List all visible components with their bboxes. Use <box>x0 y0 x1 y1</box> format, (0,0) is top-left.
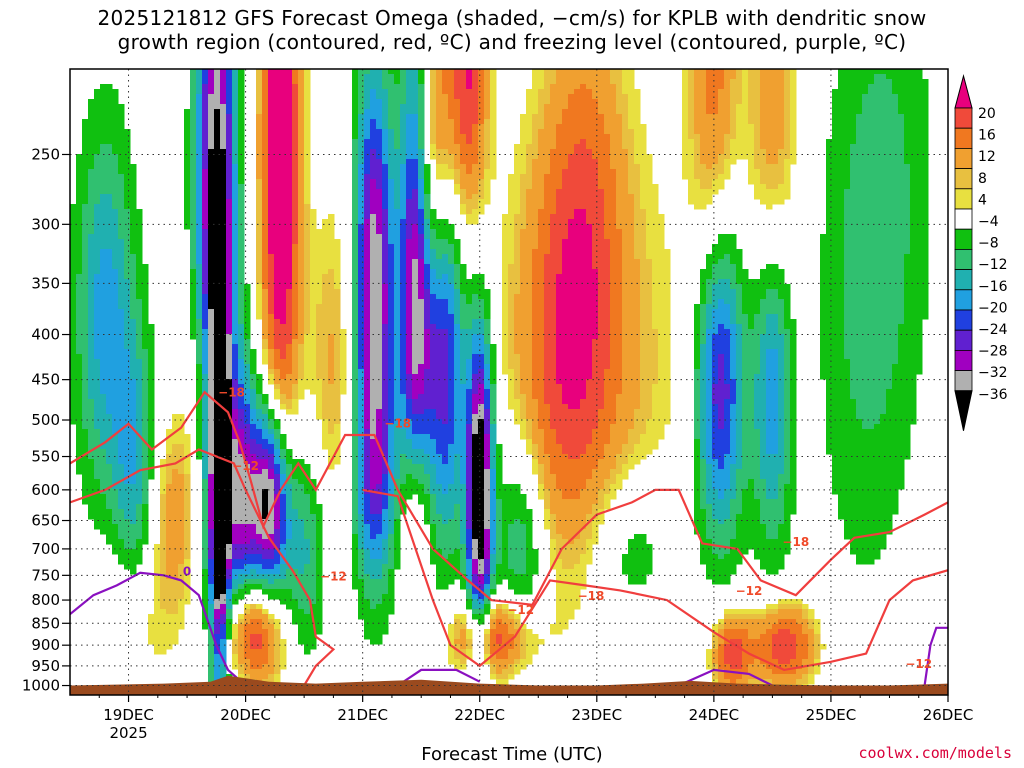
contour-label-2: −12 <box>320 569 347 583</box>
contour-freezing-a <box>70 571 247 687</box>
credit-link[interactable]: coolwx.com/models <box>858 744 1012 762</box>
x-axis-ticks: 19DEC 20DEC 21DEC 22DEC 23DEC 24DEC 25DEC 26DEC… <box>98 695 974 742</box>
colorbar-swatch-7 <box>954 228 973 250</box>
contour-minus12-b <box>362 488 948 672</box>
x-tick-26DEC: 26DEC <box>923 706 974 724</box>
y-tick-250: 250 <box>31 145 60 163</box>
x-tick-25DEC: 25DEC <box>806 706 857 724</box>
y-tick-450: 450 <box>31 371 60 389</box>
ground-terrain <box>70 675 948 695</box>
x-tick-21DEC: 21DEC <box>337 706 388 724</box>
colorbar-label-10: −24 <box>978 322 1008 338</box>
colorbar-label-2: 12 <box>978 149 996 165</box>
contour-freezing-c <box>678 668 773 687</box>
omega-shading <box>70 69 929 695</box>
contour-label-8: −18 <box>999 510 1024 524</box>
colorbar-label-3: 8 <box>978 171 987 187</box>
colorbar-swatch-4 <box>954 168 973 190</box>
x-tick-20DEC: 20DEC <box>220 706 271 724</box>
terrain-fill <box>70 675 948 695</box>
x-tick-19DEC: 19DEC <box>103 706 154 724</box>
y-tick-950: 950 <box>31 657 60 675</box>
colorbar-swatch-11 <box>954 309 973 331</box>
contour-label-3: −18 <box>384 417 411 431</box>
colorbar-swatch-13 <box>954 349 973 371</box>
x-tick-24DEC: 24DEC <box>689 706 740 724</box>
y-tick-900: 900 <box>31 636 60 654</box>
colorbar-label-0: 20 <box>978 106 996 122</box>
y-tick-300: 300 <box>31 215 60 233</box>
y-tick-600: 600 <box>31 481 60 499</box>
colorbar-swatch-10 <box>954 289 973 311</box>
y-tick-650: 650 <box>31 512 60 530</box>
chart-title: 2025121812 GFS Forecast Omega (shaded, −… <box>97 6 927 54</box>
colorbar: 20 16 12 8 4 −4 −8 −12 −16 −20 −24 −28 −32 −36 <box>954 74 1008 431</box>
y-tick-800: 800 <box>31 591 60 609</box>
colorbar-swatch-5 <box>954 188 973 210</box>
colorbar-label-12: −32 <box>978 365 1008 381</box>
x-year-label: 2025 <box>109 724 147 742</box>
contour-label-5: −18 <box>578 589 605 603</box>
contour-minus18 <box>70 390 948 606</box>
contour-label-6: −18 <box>782 535 809 549</box>
x-tick-23DEC: 23DEC <box>572 706 623 724</box>
colorbar-label-13: −36 <box>978 387 1008 403</box>
x-axis-label: Forecast Time (UTC) <box>421 744 603 765</box>
colorbar-label-5: −4 <box>978 214 999 230</box>
colorbar-label-9: −20 <box>978 300 1008 316</box>
contour-minus12-a <box>70 448 336 687</box>
x-tick-22DEC: 22DEC <box>454 706 505 724</box>
y-tick-750: 750 <box>31 566 60 584</box>
grid-lines <box>70 69 948 695</box>
y-tick-500: 500 <box>31 411 60 429</box>
y-tick-350: 350 <box>31 274 60 292</box>
colorbar-label-4: 4 <box>978 192 987 208</box>
colorbar-swatch-1 <box>954 107 973 129</box>
contour-freezing-d <box>923 626 948 686</box>
y-tick-850: 850 <box>31 614 60 632</box>
y-tick-1000: 1000 <box>22 677 60 695</box>
colorbar-label-7: −12 <box>978 257 1008 273</box>
colorbar-label-11: −28 <box>978 344 1008 360</box>
contour-freezing-b <box>397 668 481 687</box>
colorbar-swatch-2 <box>954 127 973 149</box>
y-tick-550: 550 <box>31 448 60 466</box>
contour-label-10: −12 <box>905 657 932 671</box>
contour-label-4: −12 <box>507 603 534 617</box>
contour-label-9: −12 <box>993 554 1020 568</box>
colorbar-label-6: −8 <box>978 236 999 252</box>
contour-layer: −18−12−12−18−12−18−18−12−18−12−120 <box>70 385 1024 687</box>
colorbar-swatch-8 <box>954 248 973 270</box>
y-tick-400: 400 <box>31 326 60 344</box>
y-axis-ticks: 250 300 350 400 450 500 550 600 650 700 750 800 850 9… <box>22 145 70 695</box>
y-tick-700: 700 <box>31 540 60 558</box>
colorbar-swatch-9 <box>954 269 973 291</box>
colorbar-label-1: 16 <box>978 128 996 144</box>
colorbar-swatch-14 <box>954 370 973 392</box>
colorbar-swatch-12 <box>954 329 973 351</box>
colorbar-swatch-6 <box>954 208 973 230</box>
colorbar-label-8: −16 <box>978 279 1008 295</box>
contour-label-7: −12 <box>736 584 763 598</box>
colorbar-swatch-3 <box>954 147 973 169</box>
contour-label-11: 0 <box>183 564 191 578</box>
contour-label-0: −18 <box>218 385 245 399</box>
